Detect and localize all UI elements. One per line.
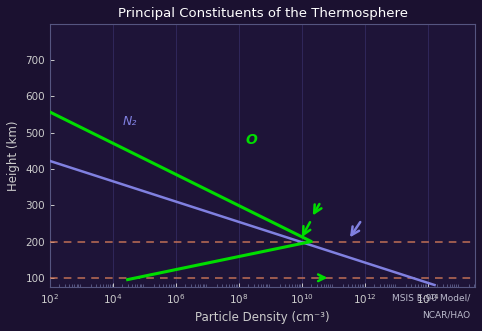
Text: NCAR/HAO: NCAR/HAO [422,310,470,319]
Y-axis label: Height (km): Height (km) [7,120,20,191]
Text: N₂: N₂ [122,115,137,128]
Text: O: O [245,133,257,147]
Text: MSIS E-90 Model/: MSIS E-90 Model/ [392,294,470,303]
Title: Principal Constituents of the Thermosphere: Principal Constituents of the Thermosphe… [118,7,407,20]
X-axis label: Particle Density (cm⁻³): Particle Density (cm⁻³) [195,311,330,324]
